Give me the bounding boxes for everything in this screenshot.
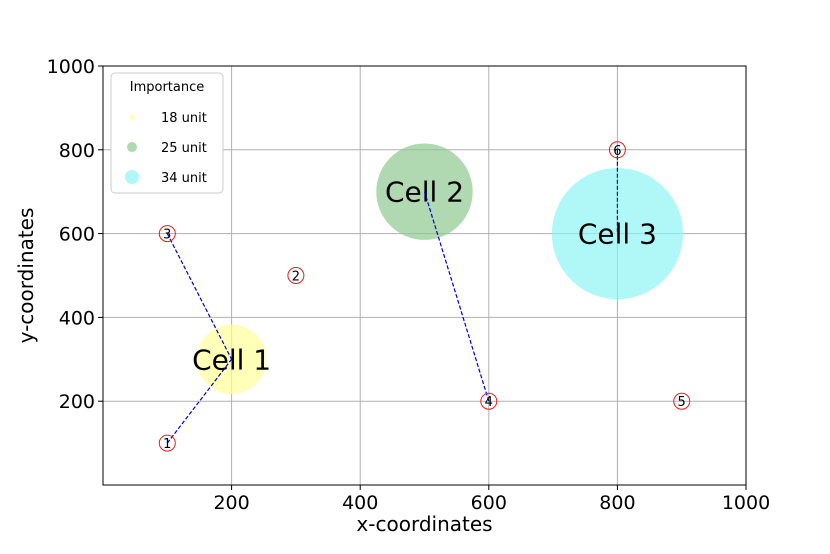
plot-frame [102, 65, 747, 486]
point-label: 3 [163, 228, 171, 243]
point-marker [287, 267, 305, 284]
point-marker [480, 392, 498, 410]
x-tick-label: 800 [599, 492, 635, 514]
y-tick-label: 200 [59, 391, 95, 413]
points: 1 2 3 4 5 6 [158, 141, 691, 452]
point-marker [608, 141, 626, 159]
cell-circle [551, 168, 683, 300]
legend-marker [127, 142, 137, 152]
link-line [423, 191, 490, 402]
y-tick-label: 1000 [47, 56, 95, 78]
legend-entry-label: 18 unit [161, 111, 207, 126]
point-marker [158, 225, 176, 243]
axis-ticks: 200 400 600 800 1000 200 400 600 800 1000 [47, 56, 771, 514]
point-marker [673, 392, 691, 410]
point-label: 5 [678, 395, 686, 410]
y-tick-label: 600 [59, 224, 95, 246]
point-label: 2 [292, 270, 300, 285]
x-axis-label: x-coordinates [356, 512, 492, 536]
legend-entry-label: 25 unit [161, 141, 207, 156]
legend-title: Importance [130, 80, 205, 95]
link-line [166, 233, 233, 360]
y-tick-label: 400 [59, 307, 95, 329]
x-tick-label: 600 [471, 492, 507, 514]
x-tick-label: 200 [213, 492, 249, 514]
legend-marker [125, 170, 139, 184]
legend-entries: 18 unit 25 unit 34 unit [125, 111, 207, 186]
legend-marker [129, 114, 135, 120]
links [166, 149, 619, 444]
x-tick-label: 400 [342, 492, 378, 514]
point-marker [158, 434, 176, 452]
legend-entry-label: 34 unit [161, 171, 207, 186]
y-tick-label: 800 [59, 140, 95, 162]
point-label: 6 [613, 144, 621, 159]
x-tick-label: 1000 [722, 492, 770, 514]
legend: Importance 18 unit 25 unit 34 unit [110, 72, 224, 194]
y-axis-label: y-coordinates [14, 208, 38, 344]
point-label: 4 [485, 395, 493, 410]
point-label: 1 [163, 437, 171, 452]
legend-box [110, 72, 224, 194]
